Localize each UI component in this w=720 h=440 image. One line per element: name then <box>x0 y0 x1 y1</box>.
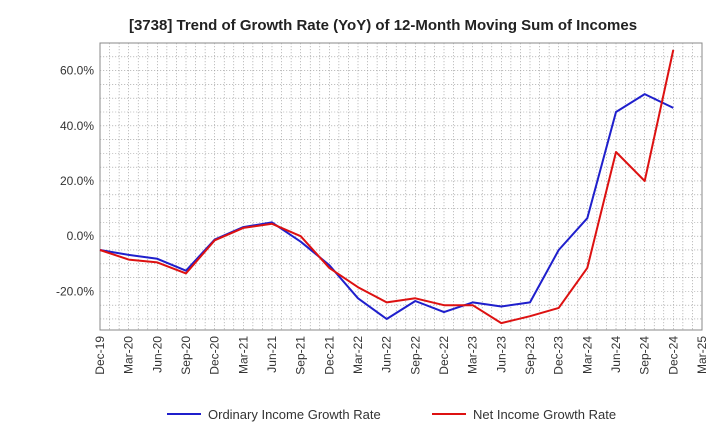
y-tick-label: 40.0% <box>60 119 94 133</box>
x-tick-label: Jun-24 <box>609 336 623 373</box>
x-tick-label: Mar-25 <box>695 336 709 374</box>
legend-label: Ordinary Income Growth Rate <box>208 407 381 422</box>
x-tick-label: Mar-20 <box>122 336 136 374</box>
x-tick-label: Sep-21 <box>294 336 308 375</box>
x-tick-label: Dec-21 <box>322 336 336 375</box>
x-tick-label: Sep-22 <box>408 336 422 375</box>
x-tick-label: Jun-20 <box>150 336 164 373</box>
x-tick-label: Jun-23 <box>494 336 508 373</box>
x-tick-label: Sep-20 <box>179 336 193 375</box>
legend-label: Net Income Growth Rate <box>473 407 616 422</box>
legend: Ordinary Income Growth Rate Net Income Gr… <box>167 407 616 422</box>
x-tick-label: Dec-24 <box>666 336 680 375</box>
x-tick-label: Mar-23 <box>466 336 480 374</box>
chart-title: [3738] Trend of Growth Rate (YoY) of 12-… <box>129 17 637 34</box>
x-tick-label: Mar-24 <box>580 336 594 374</box>
series-line-net-income <box>99 49 675 325</box>
y-tick-label: 60.0% <box>60 64 94 78</box>
x-tick-label: Dec-19 <box>93 336 107 375</box>
x-tick-label: Mar-21 <box>236 336 250 374</box>
x-tick-label: Sep-24 <box>638 336 652 375</box>
y-tick-label: -20.0% <box>56 284 94 298</box>
plot-frame <box>99 42 703 331</box>
plot-area: -20.0% 0.0% 20.0% 40.0% 60.0% Dec-19 Mar-20 Jun… <box>56 42 709 375</box>
x-tick-label: Dec-22 <box>437 336 451 375</box>
x-tick-label: Sep-23 <box>523 336 537 375</box>
x-tick-label: Dec-23 <box>552 336 566 375</box>
y-tick-label: 20.0% <box>60 174 94 188</box>
x-tick-label: Jun-22 <box>380 336 394 373</box>
y-tick-label: 0.0% <box>67 229 95 243</box>
series-line-ordinary-income <box>99 93 674 320</box>
x-tick-label: Jun-21 <box>265 336 279 373</box>
x-tick-label: Dec-20 <box>208 336 222 375</box>
x-tick-label: Mar-22 <box>351 336 365 374</box>
